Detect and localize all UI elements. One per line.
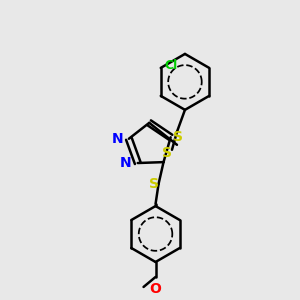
Text: N: N — [111, 132, 123, 146]
Text: S: S — [162, 146, 172, 160]
Text: S: S — [148, 177, 158, 191]
Text: O: O — [150, 282, 161, 296]
Text: N: N — [120, 156, 132, 170]
Text: Cl: Cl — [165, 59, 178, 72]
Text: S: S — [172, 130, 183, 144]
